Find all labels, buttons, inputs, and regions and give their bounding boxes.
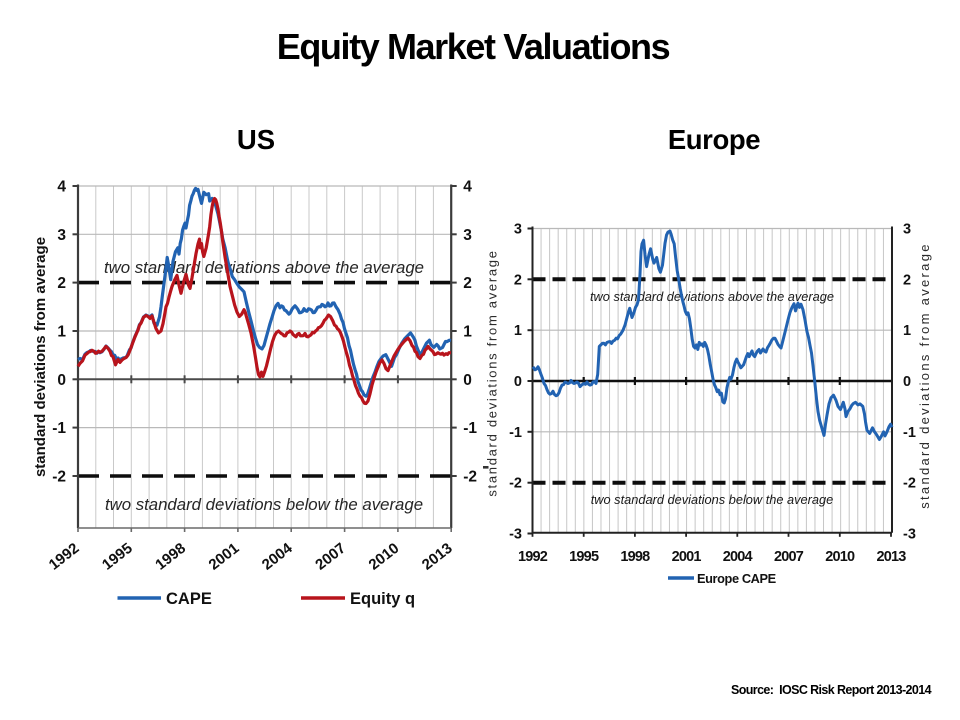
svg-text:1: 1 [903,323,911,339]
svg-text:1992: 1992 [46,540,83,574]
svg-text:-3: -3 [509,527,522,543]
svg-text:2: 2 [514,272,522,288]
svg-text:2007: 2007 [774,549,804,565]
svg-text:1995: 1995 [99,540,136,574]
svg-text:0: 0 [57,372,66,389]
svg-text:standard deviations from avera: standard deviations from average [917,242,932,509]
svg-text:-3: -3 [903,527,916,543]
svg-text:standard deviations from avera: standard deviations from average [32,237,49,477]
svg-text:1992: 1992 [518,549,548,565]
svg-text:3: 3 [903,222,911,238]
svg-text:-1: -1 [52,420,66,437]
svg-text:two standard deviations below: two standard deviations below the averag… [591,492,834,507]
svg-text:2004: 2004 [723,549,753,565]
svg-text:1995: 1995 [569,549,599,565]
svg-text:1: 1 [57,324,66,341]
svg-text:two standard deviations above: two standard deviations above the averag… [590,289,834,304]
svg-text:2013: 2013 [876,549,906,565]
svg-text:-1: -1 [903,425,916,441]
svg-text:-2: -2 [903,476,916,492]
svg-text:-2: -2 [463,469,477,486]
svg-text:0: 0 [903,374,911,390]
svg-text:1: 1 [463,324,472,341]
svg-text:4: 4 [57,179,66,196]
svg-text:2001: 2001 [672,549,702,565]
svg-text:CAPE: CAPE [166,590,212,608]
svg-text:2004: 2004 [259,539,296,573]
svg-text:3: 3 [514,222,522,238]
svg-text:0: 0 [514,374,522,390]
svg-text:-1: -1 [509,425,522,441]
svg-text:Equity q: Equity q [350,590,415,608]
svg-text:2010: 2010 [825,549,855,565]
svg-text:-2: -2 [52,469,66,486]
svg-text:2010: 2010 [366,540,403,574]
svg-text:2007: 2007 [312,540,349,574]
svg-text:3: 3 [463,227,472,244]
svg-text:1998: 1998 [620,549,650,565]
svg-text:2: 2 [463,275,472,292]
svg-text:2001: 2001 [206,540,243,574]
svg-text:Europe CAPE: Europe CAPE [697,571,777,586]
svg-text:1: 1 [514,323,522,339]
svg-text:-1: -1 [463,420,477,437]
svg-text:standard deviations from avera: standard deviations from average [485,249,500,496]
svg-text:0: 0 [463,372,472,389]
svg-text:2013: 2013 [419,540,456,574]
svg-text:3: 3 [57,227,66,244]
svg-text:two standard deviations above: two standard deviations above the averag… [104,258,424,277]
svg-text:two standard deviations below: two standard deviations below the averag… [105,495,423,514]
svg-text:2: 2 [57,275,66,292]
svg-text:-2: -2 [509,476,522,492]
svg-text:1998: 1998 [152,540,189,574]
svg-text:2: 2 [903,272,911,288]
svg-text:4: 4 [463,179,472,196]
